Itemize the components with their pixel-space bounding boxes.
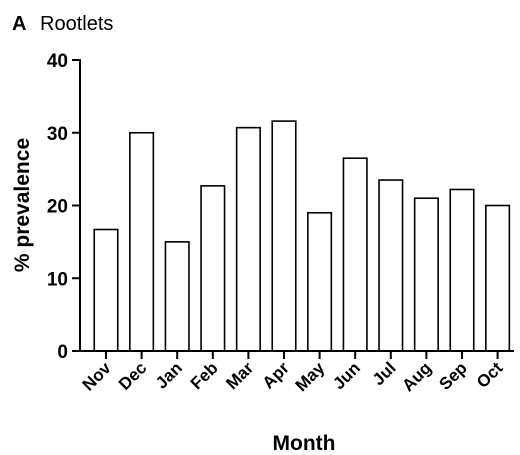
- x-tick-label: Apr: [259, 358, 293, 392]
- bar-jun: [342, 157, 368, 352]
- bar-nov: [93, 228, 119, 352]
- bar-jan: [164, 241, 190, 352]
- y-tick-label: 20: [47, 197, 68, 218]
- panel-letter: A: [12, 13, 26, 35]
- chart-title: Rootlets: [40, 13, 113, 35]
- x-tick-label: Jun: [329, 358, 364, 393]
- bar-sep: [449, 188, 475, 352]
- y-axis-title: % prevalence: [11, 138, 34, 272]
- y-ticks-group: 0 10 20 30 40: [47, 51, 80, 363]
- x-axis-title: Month: [273, 432, 336, 455]
- bar-oct: [485, 204, 511, 352]
- x-tick-label: May: [292, 358, 329, 395]
- x-tick-label: Mar: [222, 358, 257, 393]
- y-tick-label: 40: [47, 51, 68, 72]
- x-tick-label: Dec: [115, 358, 150, 393]
- x-tick-label: Oct: [473, 358, 507, 392]
- x-tick-label: Jan: [152, 358, 186, 392]
- x-tick-label: Sep: [435, 358, 470, 393]
- bar-jul: [378, 179, 404, 352]
- y-tick-label: 30: [47, 124, 68, 145]
- bar-aug: [413, 197, 439, 352]
- x-tick-label: Jul: [369, 358, 400, 389]
- bar-apr: [271, 120, 297, 352]
- y-tick-label: 0: [57, 342, 68, 363]
- y-tick-label: 10: [47, 269, 68, 290]
- x-tick-label: Aug: [398, 358, 435, 395]
- bar-mar: [235, 126, 261, 352]
- x-tick-label: Nov: [79, 358, 116, 395]
- bars-group: [93, 120, 511, 352]
- x-tick-label: Feb: [187, 358, 222, 393]
- bar-dec: [129, 131, 155, 352]
- bar-may: [307, 211, 333, 352]
- bar-feb: [200, 185, 226, 352]
